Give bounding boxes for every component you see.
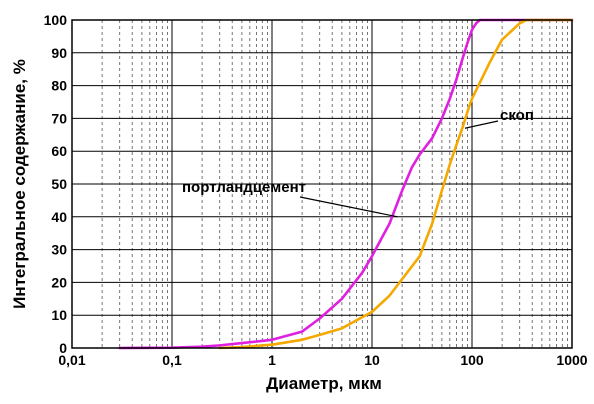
y-tick-label: 80 <box>51 78 67 94</box>
portlandcement-annotation-label: портландцемент <box>182 179 306 196</box>
y-tick-label: 0 <box>59 340 67 356</box>
y-tick-label: 100 <box>44 12 68 28</box>
y-tick-label: 20 <box>51 274 67 290</box>
plot-frame <box>71 19 573 349</box>
y-tick-label: 40 <box>51 209 67 225</box>
grid <box>71 19 573 349</box>
x-tick-label: 1 <box>268 352 276 368</box>
annotations: портландцемент скоп <box>182 107 534 218</box>
x-tick-label: 0,1 <box>162 352 182 368</box>
skop-annotation-label: скоп <box>500 107 534 124</box>
series-line-portlandcement <box>118 18 574 350</box>
series-line-skop <box>218 18 574 350</box>
series-lines <box>118 18 574 350</box>
x-axis-label: Диаметр, мкм <box>266 374 382 393</box>
y-axis-label: Интегральное содержание, % <box>10 59 29 309</box>
y-tick-label: 90 <box>51 45 67 61</box>
y-tick-label: 60 <box>51 143 67 159</box>
x-tick-label: 0,01 <box>58 352 85 368</box>
y-tick-label: 50 <box>51 176 67 192</box>
x-tick-label: 100 <box>460 352 484 368</box>
x-tick-label: 1000 <box>556 352 587 368</box>
axes: 0 10 20 30 40 50 60 70 80 90 100 0,01 0,1 1 10 100 1000 <box>44 12 588 368</box>
x-tick-label: 10 <box>364 352 380 368</box>
skop-annotation-leader <box>464 120 499 129</box>
y-tick-label: 10 <box>51 307 67 323</box>
y-tick-label: 30 <box>51 242 67 258</box>
y-tick-label: 70 <box>51 110 67 126</box>
portlandcement-annotation-leader <box>299 196 398 218</box>
